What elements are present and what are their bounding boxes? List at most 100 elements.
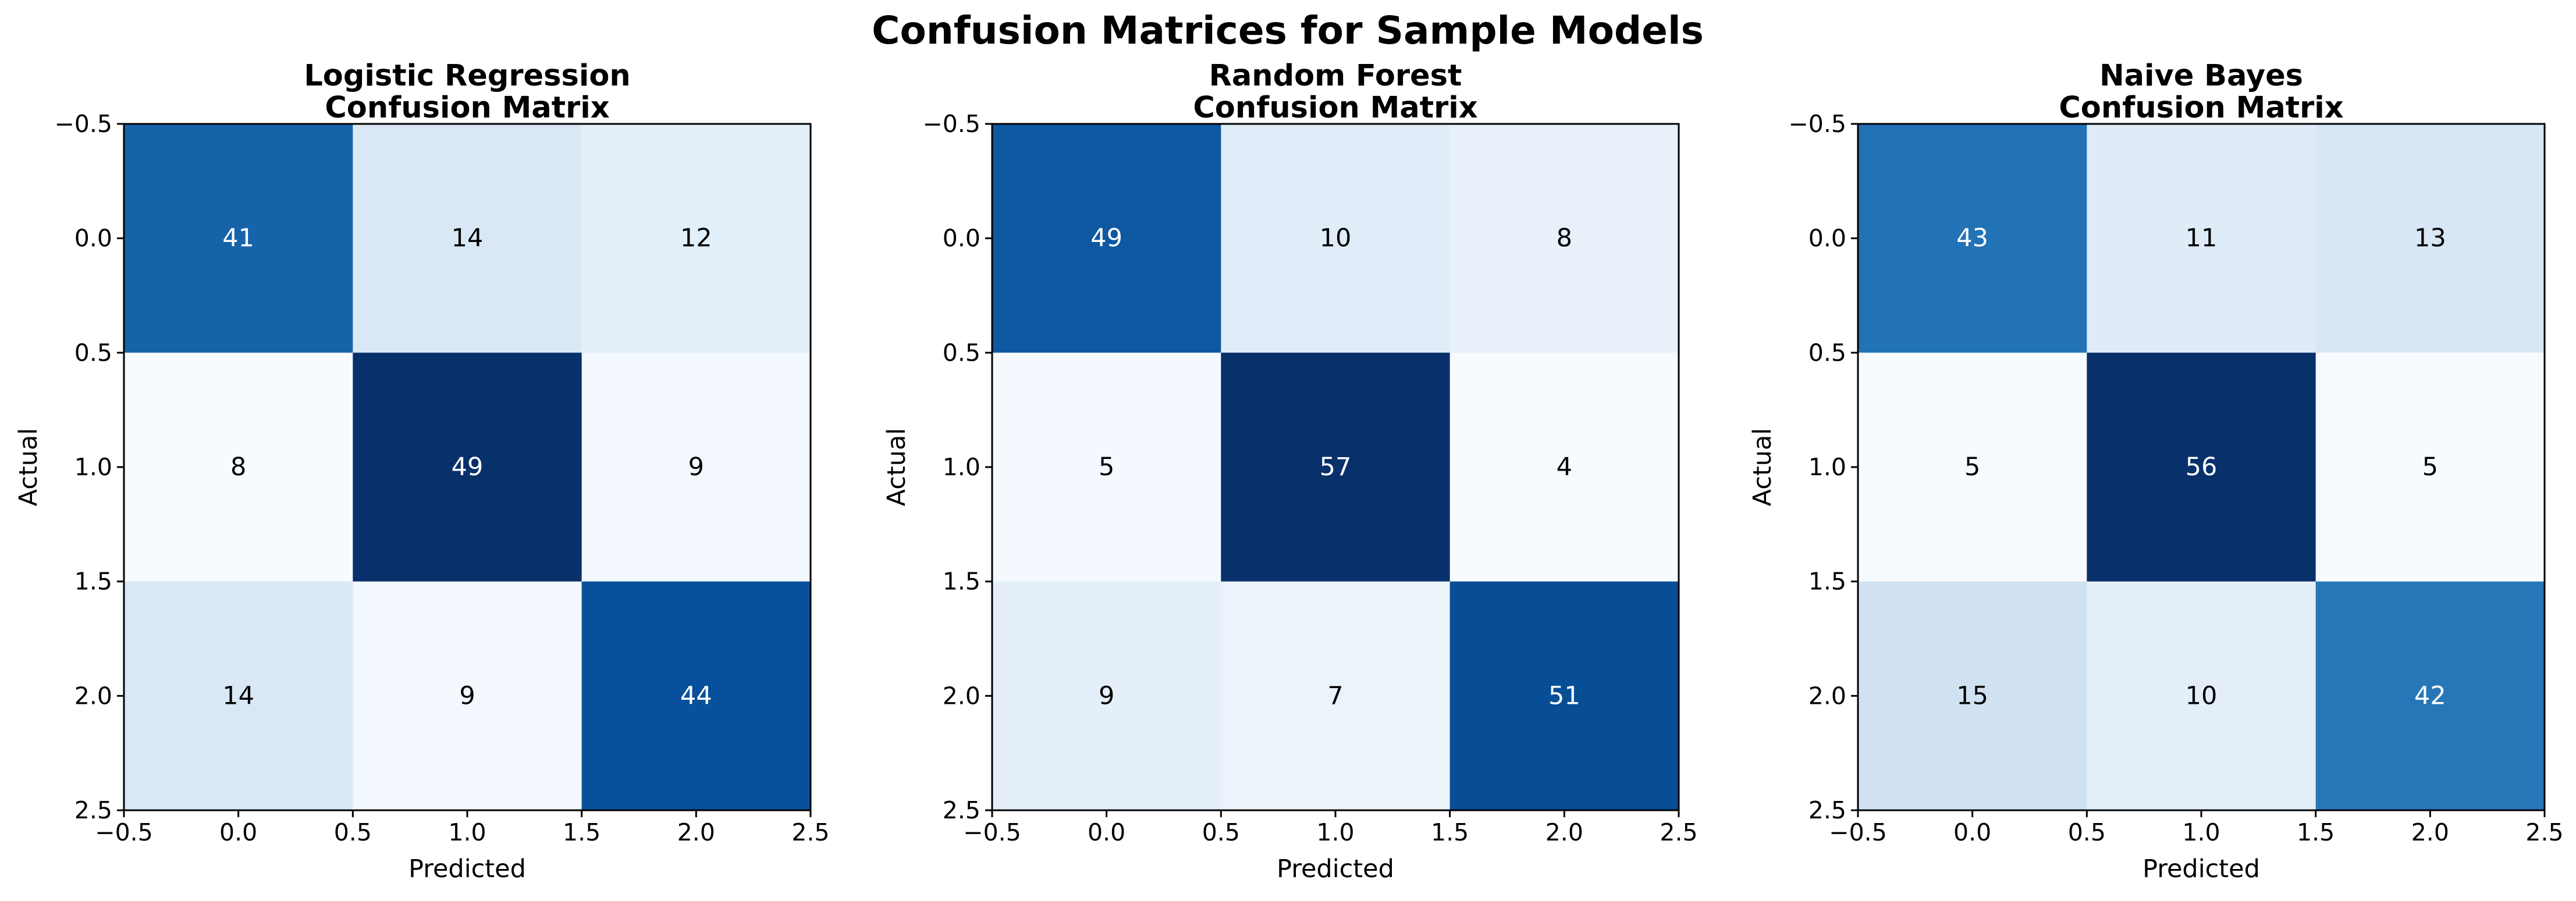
x-tick-label: 2.0 xyxy=(2411,818,2449,846)
heatmap-cell xyxy=(581,581,811,811)
x-tick-label: 1.5 xyxy=(563,818,601,846)
panel-title-line: Confusion Matrix xyxy=(325,91,609,125)
cell-value-label: 57 xyxy=(1320,453,1352,482)
heatmap-cell xyxy=(2087,124,2316,353)
y-tick-label: 1.5 xyxy=(74,568,112,596)
y-tick-label: 0.5 xyxy=(1808,339,1846,366)
x-tick-label: 0.5 xyxy=(334,818,372,846)
x-tick-label: 0.5 xyxy=(1202,818,1240,846)
panel-title-line: Naive Bayes xyxy=(2099,59,2303,93)
heatmap-panels: 41 14 128 49 914 9 44−0.5 0.0 0.5 1.0 1.5 2.0 2.5−0.… xyxy=(14,59,2564,884)
x-tick-label: 0.0 xyxy=(1953,818,1991,846)
y-tick-label: 1.0 xyxy=(74,453,112,481)
cell-value-label: 5 xyxy=(2422,453,2438,482)
y-axis-label: Actual xyxy=(14,428,43,507)
heatmap-cell xyxy=(1221,124,1451,353)
y-tick-label: 1.0 xyxy=(1808,453,1846,481)
heatmap-cell xyxy=(581,352,811,582)
cell-value-label: 44 xyxy=(680,681,712,710)
y-tick-label: −0.5 xyxy=(922,110,980,138)
y-tick-label: −0.5 xyxy=(1788,110,1846,138)
panel-title-line: Confusion Matrix xyxy=(2059,91,2343,125)
cell-value-label: 4 xyxy=(1557,453,1572,482)
heatmap-cell xyxy=(581,124,811,353)
x-axis-label: Predicted xyxy=(2142,854,2260,884)
heatmap-cell xyxy=(1858,352,2087,582)
heatmap-cell xyxy=(353,352,582,582)
y-tick-label: 1.5 xyxy=(943,568,980,596)
y-tick-label: 0.0 xyxy=(74,225,112,252)
heatmap-cell xyxy=(992,581,1221,811)
y-tick-label: 2.0 xyxy=(943,682,980,710)
y-tick-label: 0.0 xyxy=(1808,225,1846,252)
cell-value-label: 11 xyxy=(2186,224,2218,253)
y-tick-label: 2.5 xyxy=(943,796,980,824)
panel-title-line: Confusion Matrix xyxy=(1193,91,1477,125)
figure-title: Confusion Matrices for Sample Models xyxy=(872,8,1704,53)
y-tick-label: 0.0 xyxy=(943,225,980,252)
cell-value-label: 7 xyxy=(1327,681,1343,710)
x-tick-label: 2.0 xyxy=(1545,818,1583,846)
heatmap-panel: 41 14 128 49 914 9 44−0.5 0.0 0.5 1.0 1.5 2.0 2.5−0.… xyxy=(14,59,830,884)
y-tick-label: 2.5 xyxy=(74,796,112,824)
cell-value-label: 5 xyxy=(1964,453,1980,482)
heatmap-cell xyxy=(2087,352,2316,582)
cell-value-label: 15 xyxy=(1956,681,1988,710)
heatmap-cell xyxy=(992,124,1221,353)
y-tick-label: 0.5 xyxy=(943,339,980,366)
cell-value-label: 8 xyxy=(230,453,246,482)
heatmap-cell xyxy=(353,581,582,811)
x-tick-label: −0.5 xyxy=(963,818,1021,846)
panel-title: Logistic Regression Confusion Matrix xyxy=(304,59,630,125)
panel-title: Naive Bayes Confusion Matrix xyxy=(2059,59,2343,125)
heatmap-cell xyxy=(1449,352,1679,582)
cell-value-label: 12 xyxy=(680,224,712,253)
heatmap-cell xyxy=(992,352,1221,582)
cell-value-label: 9 xyxy=(459,681,475,710)
heatmap-cell xyxy=(124,581,353,811)
heatmap-cell xyxy=(353,124,582,353)
cell-value-label: 8 xyxy=(1557,224,1572,253)
cell-value-label: 9 xyxy=(1099,681,1114,710)
panel-title-line: Random Forest xyxy=(1209,59,1462,93)
cell-value-label: 49 xyxy=(1090,224,1122,253)
heatmap-cell xyxy=(1858,124,2087,353)
y-axis-label: Actual xyxy=(1748,428,1777,507)
y-tick-label: 1.0 xyxy=(943,453,980,481)
x-tick-label: 1.0 xyxy=(448,818,486,846)
y-tick-label: 1.5 xyxy=(1808,568,1846,596)
heatmap-cell xyxy=(2315,581,2545,811)
x-axis-label: Predicted xyxy=(408,854,526,884)
y-tick-label: −0.5 xyxy=(54,110,112,138)
x-tick-label: 2.5 xyxy=(2525,818,2563,846)
x-tick-label: 0.0 xyxy=(1088,818,1125,846)
x-tick-label: 0.5 xyxy=(2068,818,2106,846)
heatmap-cell xyxy=(124,124,353,353)
y-tick-label: 2.0 xyxy=(1808,682,1846,710)
cell-value-label: 51 xyxy=(1548,681,1580,710)
cell-value-label: 14 xyxy=(452,224,484,253)
y-axis-label: Actual xyxy=(882,428,911,507)
heatmap-cell xyxy=(1449,124,1679,353)
cell-value-label: 5 xyxy=(1099,453,1114,482)
cell-value-label: 56 xyxy=(2186,453,2218,482)
cell-value-label: 9 xyxy=(688,453,704,482)
heatmap-cell xyxy=(2315,124,2545,353)
x-axis-label: Predicted xyxy=(1277,854,1394,884)
heatmap-cell xyxy=(1449,581,1679,811)
x-tick-label: 1.5 xyxy=(1431,818,1469,846)
x-tick-label: −0.5 xyxy=(95,818,153,846)
x-tick-label: 1.5 xyxy=(2297,818,2335,846)
cell-value-label: 13 xyxy=(2414,224,2446,253)
panel-title-line: Logistic Regression xyxy=(304,59,630,93)
y-tick-label: 2.5 xyxy=(1808,796,1846,824)
x-tick-label: 2.0 xyxy=(677,818,715,846)
x-tick-label: 2.5 xyxy=(1660,818,1697,846)
x-tick-label: 2.5 xyxy=(791,818,829,846)
x-tick-label: −0.5 xyxy=(1829,818,1887,846)
heatmap-cell xyxy=(1221,352,1451,582)
heatmap-cell xyxy=(1858,581,2087,811)
cell-value-label: 10 xyxy=(1320,224,1352,253)
x-tick-label: 1.0 xyxy=(2182,818,2220,846)
